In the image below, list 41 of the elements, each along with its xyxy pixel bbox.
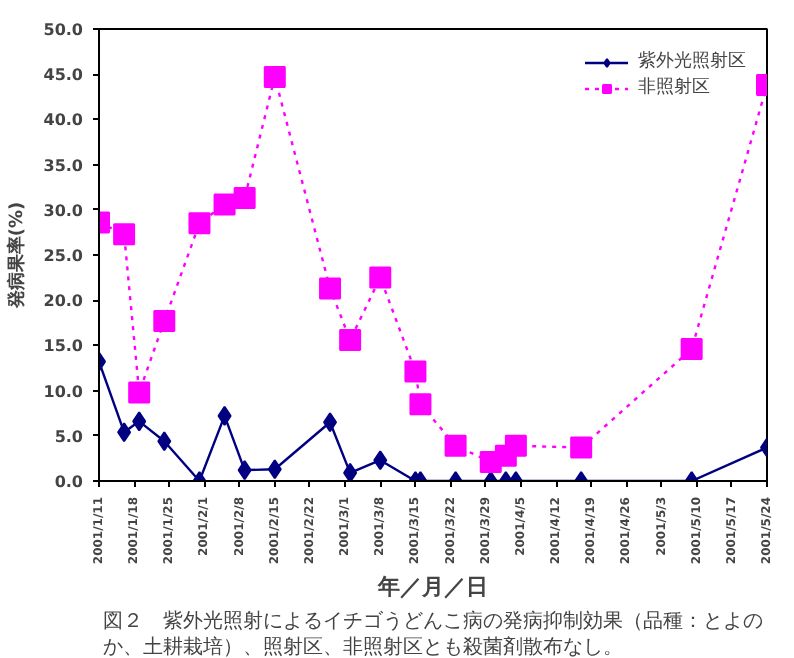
point xyxy=(128,381,151,404)
point xyxy=(263,65,286,88)
y-tick-label: 45.0 xyxy=(43,66,84,85)
legend-label: 非照射区 xyxy=(638,75,710,100)
y-tick-label: 25.0 xyxy=(43,247,84,265)
point xyxy=(373,450,388,471)
y-tick-label: 20.0 xyxy=(43,292,84,311)
point xyxy=(132,411,147,432)
point xyxy=(680,338,703,361)
x-axis-title: 年／月／日 xyxy=(376,574,488,601)
y-tick-label: 15.0 xyxy=(43,337,84,356)
point xyxy=(504,434,527,457)
point xyxy=(343,462,358,481)
point xyxy=(153,309,176,332)
point xyxy=(319,277,342,300)
point xyxy=(409,393,432,416)
point xyxy=(233,187,256,210)
point xyxy=(339,328,362,351)
y-tick-label: 40.0 xyxy=(43,111,84,130)
point xyxy=(188,212,211,235)
point xyxy=(444,434,467,457)
caption: 図２ 紫外光照射によるイチゴうどんこ病の発病抑制効果（品種：とよのか、土耕栽培）、照射区、非照射区とも殺菌剤散布なし。 xyxy=(103,609,763,658)
point xyxy=(237,460,252,481)
y-tick-label: 5.0 xyxy=(54,427,84,446)
point xyxy=(570,436,593,459)
point xyxy=(323,412,338,433)
y-tick-label: 0.0 xyxy=(54,473,84,491)
point xyxy=(113,223,136,246)
point xyxy=(369,266,392,289)
point xyxy=(217,405,232,426)
y-axis-title: 発病果率(%) xyxy=(5,201,28,311)
y-tick-label: 50.0 xyxy=(43,21,84,39)
point xyxy=(404,360,427,383)
point xyxy=(213,193,236,216)
y-tick-label: 30.0 xyxy=(43,201,84,220)
legend-label: 紫外光照射区 xyxy=(638,49,746,74)
point xyxy=(117,422,132,443)
point xyxy=(267,459,282,480)
y-tick-label: 10.0 xyxy=(43,382,84,401)
y-tick-label: 35.0 xyxy=(43,156,84,175)
point xyxy=(157,431,172,452)
